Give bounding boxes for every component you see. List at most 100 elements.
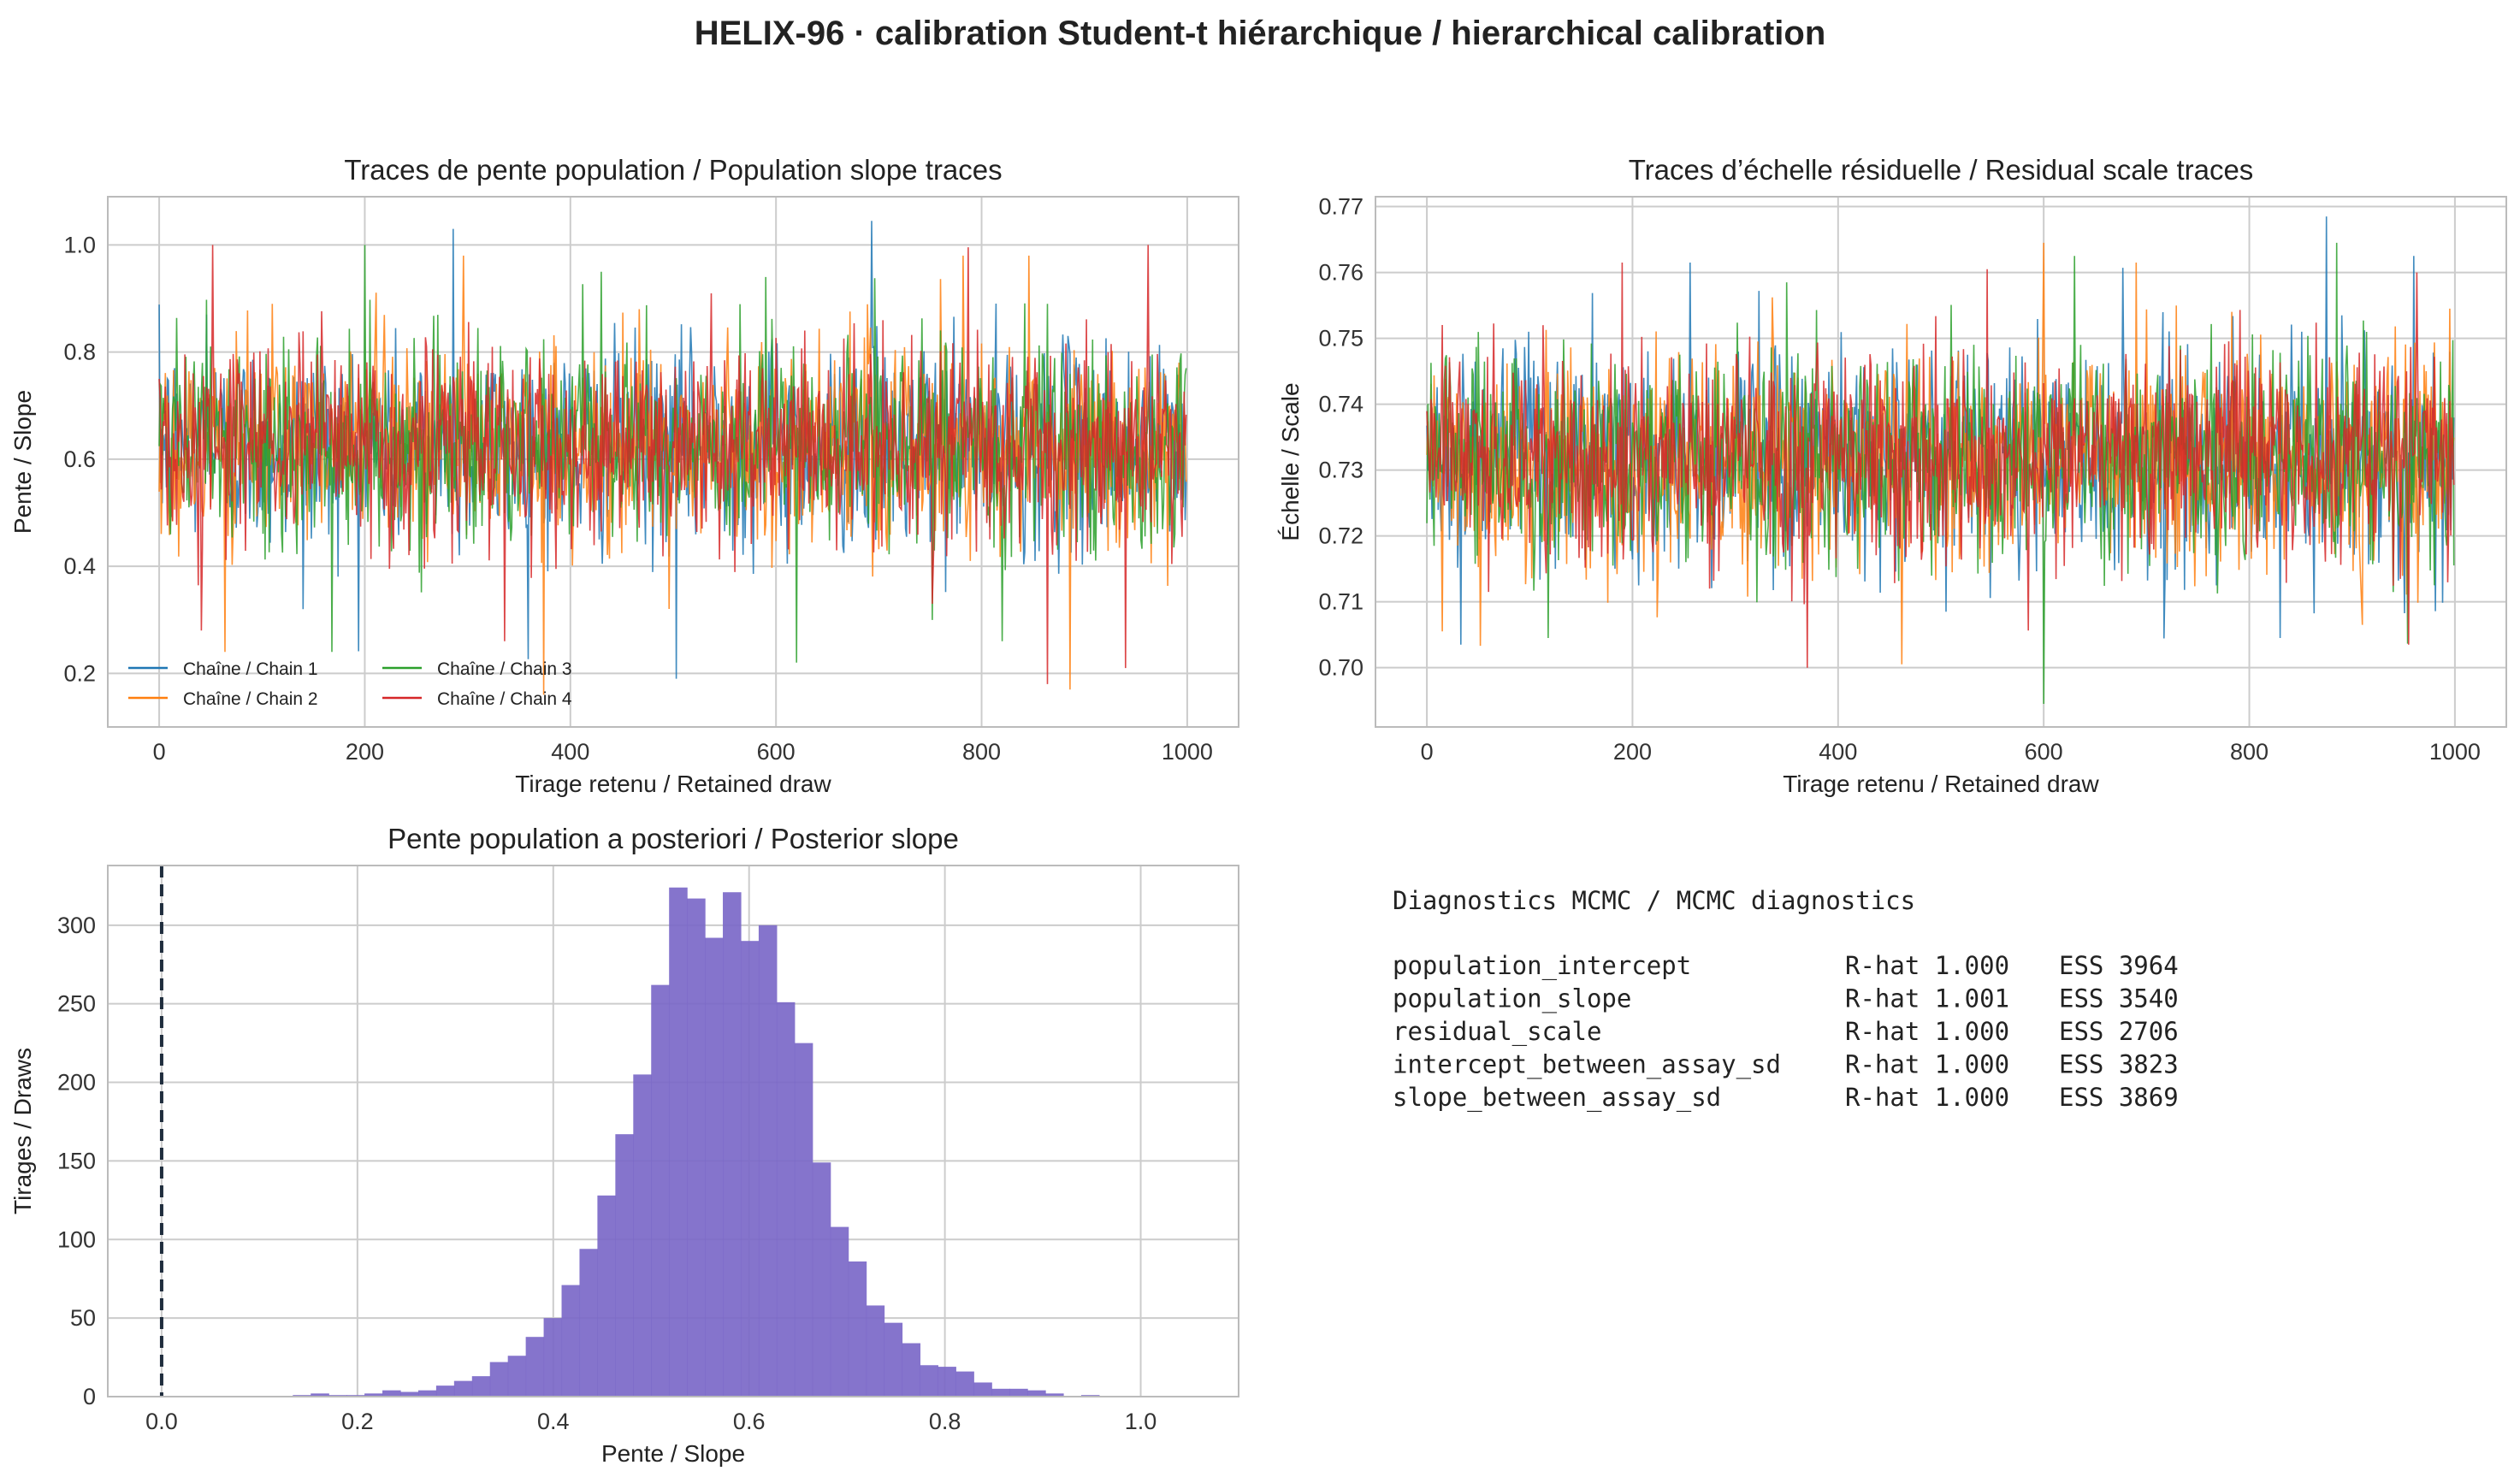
histogram-bar bbox=[866, 1305, 885, 1397]
diagnostics-title: Diagnostics MCMC / MCMC diagnostics bbox=[1393, 886, 1915, 915]
diagnostic-ess: ESS 3964 bbox=[2059, 951, 2179, 980]
diagnostic-param: population_slope bbox=[1393, 984, 1631, 1014]
histogram-bar bbox=[1027, 1390, 1046, 1397]
x-tick-label: 200 bbox=[1613, 739, 1652, 765]
diagnostic-ess: ESS 3823 bbox=[2059, 1050, 2179, 1079]
diagnostic-param: residual_scale bbox=[1393, 1017, 1601, 1047]
histogram-bar bbox=[507, 1356, 527, 1397]
y-tick-label: 0.70 bbox=[1318, 655, 1364, 681]
y-tick-label: 0.2 bbox=[63, 660, 96, 686]
histogram-bar bbox=[543, 1318, 563, 1397]
slope-histogram-panel: 0.0 0.2 0.4 0.6 0.8 1.0 0 50 100 150 200 250 300 Pent… bbox=[9, 823, 1239, 1467]
x-tick-label: 0.0 bbox=[145, 1409, 178, 1434]
histogram-bar bbox=[794, 1043, 813, 1397]
trace-series-4 bbox=[1426, 262, 2455, 668]
histogram-bar bbox=[848, 1261, 867, 1397]
x-axis-label: Pente / Slope bbox=[601, 1440, 745, 1467]
histogram-bar bbox=[364, 1393, 383, 1397]
diagnostics-block: Diagnostics MCMC / MCMC diagnostics popu… bbox=[1393, 886, 2179, 1113]
x-tick-label: 0.4 bbox=[537, 1409, 570, 1434]
chart-title: Pente population a posteriori / Posterio… bbox=[387, 823, 959, 854]
histogram-bar bbox=[812, 1162, 831, 1397]
x-tick-label: 0 bbox=[1421, 739, 1434, 765]
x-tick-label: 0.2 bbox=[341, 1409, 374, 1434]
y-tick-label: 0 bbox=[83, 1384, 96, 1409]
x-tick-label: 1000 bbox=[1162, 739, 1213, 765]
y-tick-label: 0.77 bbox=[1318, 194, 1364, 220]
x-tick-label: 600 bbox=[2025, 739, 2063, 765]
legend-label: Chaîne / Chain 4 bbox=[437, 689, 572, 709]
y-tick-label: 0.71 bbox=[1318, 589, 1364, 615]
histogram-bar bbox=[776, 1001, 796, 1397]
trace-lines bbox=[158, 221, 1187, 695]
x-tick-label: 400 bbox=[551, 739, 589, 765]
histogram-bar bbox=[400, 1391, 419, 1397]
plot-frame bbox=[107, 196, 1239, 728]
y-tick-label: 250 bbox=[57, 991, 96, 1017]
y-tick-label: 0.4 bbox=[63, 553, 96, 579]
y-tick-label: 200 bbox=[57, 1070, 96, 1096]
y-axis-label: Échelle / Scale bbox=[1277, 382, 1304, 541]
histogram-bar bbox=[884, 1322, 903, 1397]
histogram-bar bbox=[311, 1393, 329, 1397]
diagnostic-ess: ESS 3869 bbox=[2059, 1083, 2179, 1112]
chart-title: Traces de pente population / Population … bbox=[344, 154, 1002, 186]
diagnostic-rhat: R-hat 1.000 bbox=[1845, 1050, 2009, 1079]
diagnostic-param: slope_between_assay_sd bbox=[1393, 1083, 1721, 1113]
histogram-bar bbox=[651, 984, 670, 1397]
diagnostic-ess: ESS 3540 bbox=[2059, 984, 2179, 1013]
histogram-bars bbox=[293, 887, 1100, 1397]
y-tick-label: 0.6 bbox=[63, 446, 96, 472]
histogram-bar bbox=[453, 1380, 473, 1397]
y-tick-label: 0.8 bbox=[63, 340, 96, 365]
histogram-bar bbox=[633, 1074, 652, 1397]
histogram-bar bbox=[687, 898, 706, 1397]
diagnostic-rhat: R-hat 1.001 bbox=[1845, 984, 2009, 1013]
x-tick-label: 0.8 bbox=[929, 1409, 961, 1434]
y-tick-label: 0.76 bbox=[1318, 260, 1364, 286]
legend: Chaîne / Chain 1 Chaîne / Chain 2 Chaîne /… bbox=[128, 659, 572, 709]
legend-label: Chaîne / Chain 1 bbox=[183, 659, 318, 679]
x-tick-label: 400 bbox=[1819, 739, 1857, 765]
histogram-bar bbox=[902, 1343, 921, 1397]
x-tick-label: 0 bbox=[153, 739, 166, 765]
histogram-bar bbox=[830, 1226, 849, 1397]
histogram-bar bbox=[561, 1285, 581, 1397]
histogram-bar bbox=[920, 1365, 938, 1397]
histogram-bar bbox=[973, 1382, 992, 1397]
x-tick-label: 200 bbox=[346, 739, 384, 765]
histogram-bar bbox=[417, 1390, 437, 1397]
x-axis-label: Tirage retenu / Retained draw bbox=[1783, 771, 2099, 797]
x-tick-label: 600 bbox=[757, 739, 796, 765]
y-tick-label: 0.72 bbox=[1318, 523, 1364, 549]
y-tick-label: 0.73 bbox=[1318, 458, 1364, 483]
x-axis-label: Tirage retenu / Retained draw bbox=[515, 771, 831, 797]
x-tick-label: 1000 bbox=[2429, 739, 2481, 765]
histogram-bar bbox=[938, 1367, 956, 1397]
histogram-bar bbox=[740, 941, 760, 1397]
diagnostic-param: intercept_between_assay_sd bbox=[1393, 1050, 1781, 1080]
x-tick-label: 800 bbox=[2230, 739, 2269, 765]
legend-label: Chaîne / Chain 3 bbox=[437, 659, 572, 679]
diagnostic-ess: ESS 2706 bbox=[2059, 1017, 2179, 1046]
plot-frame bbox=[1375, 196, 2507, 728]
histogram-bar bbox=[991, 1388, 1010, 1397]
grid bbox=[1375, 197, 2506, 727]
histogram-bar bbox=[579, 1249, 599, 1397]
histogram-bar bbox=[615, 1134, 634, 1397]
chart-title: Traces d’échelle résiduelle / Residual s… bbox=[1629, 154, 2254, 186]
y-tick-label: 100 bbox=[57, 1226, 96, 1252]
x-tick-label: 800 bbox=[962, 739, 1001, 765]
y-tick-label: 300 bbox=[57, 913, 96, 938]
histogram-bar bbox=[705, 937, 724, 1397]
y-tick-label: 50 bbox=[70, 1305, 96, 1331]
scale-traces-panel: 0 200 400 600 800 1000 0.70 0.71 0.72 0.73 0.74 0.7… bbox=[1277, 154, 2507, 797]
diagnostic-rhat: R-hat 1.000 bbox=[1845, 1083, 2009, 1112]
y-tick-label: 0.75 bbox=[1318, 326, 1364, 352]
y-axis-label: Tirages / Draws bbox=[9, 1048, 36, 1214]
histogram-bar bbox=[489, 1362, 509, 1397]
x-tick-label: 0.6 bbox=[733, 1409, 766, 1434]
histogram-bar bbox=[525, 1337, 545, 1397]
y-tick-label: 150 bbox=[57, 1148, 96, 1173]
